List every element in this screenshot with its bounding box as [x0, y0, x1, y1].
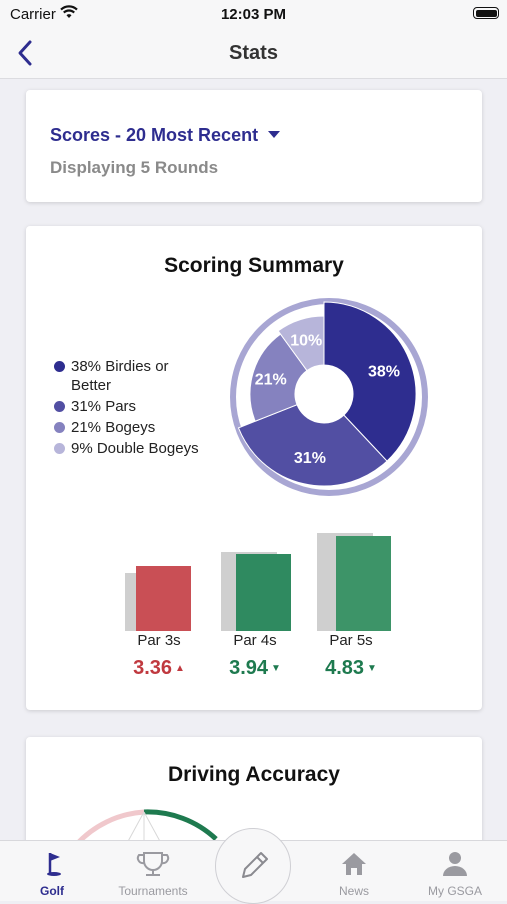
donut-slice: [277, 315, 325, 372]
par5-value: 4.83 ▼: [311, 657, 391, 680]
par-averages: Par 3s 3.36 ▲ Par 4s 3.94 ▼ Par 5s 4.83 ▼: [122, 528, 402, 679]
par4-value: 3.94 ▼: [215, 657, 295, 680]
legend-item: 21% Bogeys: [54, 418, 234, 437]
scoring-summary-title: Scoring Summary: [164, 254, 344, 277]
donut-slice-label: 10%: [290, 332, 322, 349]
legend-dot: [54, 401, 65, 412]
status-bar: Carrier 12:03 PM: [0, 0, 507, 30]
back-button[interactable]: [12, 38, 42, 70]
legend-dot: [54, 361, 65, 372]
scoring-donut-chart: 38% 31% 21% 10%: [230, 298, 428, 496]
legend-label: 21% Bogeys: [71, 419, 156, 436]
par3-value: 3.36 ▲: [119, 657, 199, 680]
home-icon: [342, 853, 366, 875]
edit-score-button[interactable]: [215, 828, 291, 904]
carrier-label: Carrier: [10, 6, 56, 23]
par3-column: Par 3s 3.36 ▲: [119, 632, 199, 680]
legend-dot: [54, 443, 65, 454]
rounds-count-label: Displaying 5 Rounds: [50, 158, 219, 177]
trophy-icon: [136, 852, 170, 876]
chevron-left-icon: [18, 40, 32, 66]
tab-tournaments[interactable]: Tournaments: [103, 841, 203, 901]
donut-slice-label: 38%: [368, 363, 400, 380]
legend-dot: [54, 422, 65, 433]
pencil-icon: [242, 852, 268, 878]
page-title: Stats: [229, 42, 278, 64]
tab-news-label: News: [338, 884, 369, 898]
par5-column: Par 5s 4.83 ▼: [311, 632, 391, 680]
trend-down-icon: ▼: [271, 663, 281, 675]
par3-label: Par 3s: [137, 632, 181, 649]
par4-bar: [236, 554, 291, 631]
legend-label: 31% Pars: [71, 398, 137, 415]
par4-column: Par 4s 3.94 ▼: [215, 632, 295, 680]
trend-up-icon: ▲: [175, 663, 185, 675]
donut-slice: [237, 404, 388, 487]
score-filter-label: Scores - 20 Most Recent: [50, 125, 259, 145]
donut-halo: [230, 298, 428, 496]
donut-slice-label: 31%: [294, 450, 326, 467]
par3-bar: [136, 566, 191, 631]
person-icon: [443, 852, 467, 876]
par4-label: Par 4s: [233, 632, 277, 649]
par5-bar: [336, 536, 391, 631]
status-time: 12:03 PM: [220, 6, 287, 23]
golf-flag-icon: [47, 853, 61, 876]
par5-average: 4.83: [325, 657, 365, 679]
scoring-legend: 38% Birdies or Better 31% Pars 21% Bogey…: [54, 357, 234, 460]
legend-item: 31% Pars: [54, 397, 234, 416]
legend-label: 38% Birdies or Better: [71, 358, 169, 394]
donut-slice-label: 21%: [255, 372, 287, 389]
par5-label: Par 5s: [329, 632, 373, 649]
legend-item: 9% Double Bogeys: [54, 439, 234, 458]
tab-news[interactable]: News: [304, 841, 404, 901]
driving-accuracy-title: Driving Accuracy: [168, 763, 340, 786]
donut-slice: [249, 333, 308, 422]
filter-card: Scores - 20 Most Recent Displaying 5 Rou…: [26, 90, 482, 202]
par-bars: [125, 533, 391, 631]
donut-slice: [323, 301, 417, 462]
scoring-summary-card: Scoring Summary 38% Birdies or Better 31…: [26, 226, 482, 710]
battery-icon: [473, 7, 499, 19]
par3-average: 3.36: [133, 657, 173, 679]
par4-average: 3.94: [229, 657, 269, 679]
legend-item: 38% Birdies or Better: [54, 357, 234, 395]
tab-my-gsga-label: My GSGA: [427, 884, 482, 898]
navigation-bar: Stats: [0, 30, 507, 79]
wifi-icon: [60, 5, 78, 18]
tab-golf[interactable]: Golf: [2, 841, 102, 901]
driving-accuracy-gauge: [74, 809, 218, 845]
caret-down-icon: [268, 130, 281, 138]
score-filter-dropdown[interactable]: Scores - 20 Most Recent: [50, 125, 281, 146]
legend-label: 9% Double Bogeys: [71, 440, 199, 457]
tab-golf-label: Golf: [40, 884, 64, 898]
tab-my-gsga[interactable]: My GSGA: [405, 841, 505, 901]
trend-down-icon: ▼: [367, 663, 377, 675]
tab-tournaments-label: Tournaments: [118, 884, 188, 898]
